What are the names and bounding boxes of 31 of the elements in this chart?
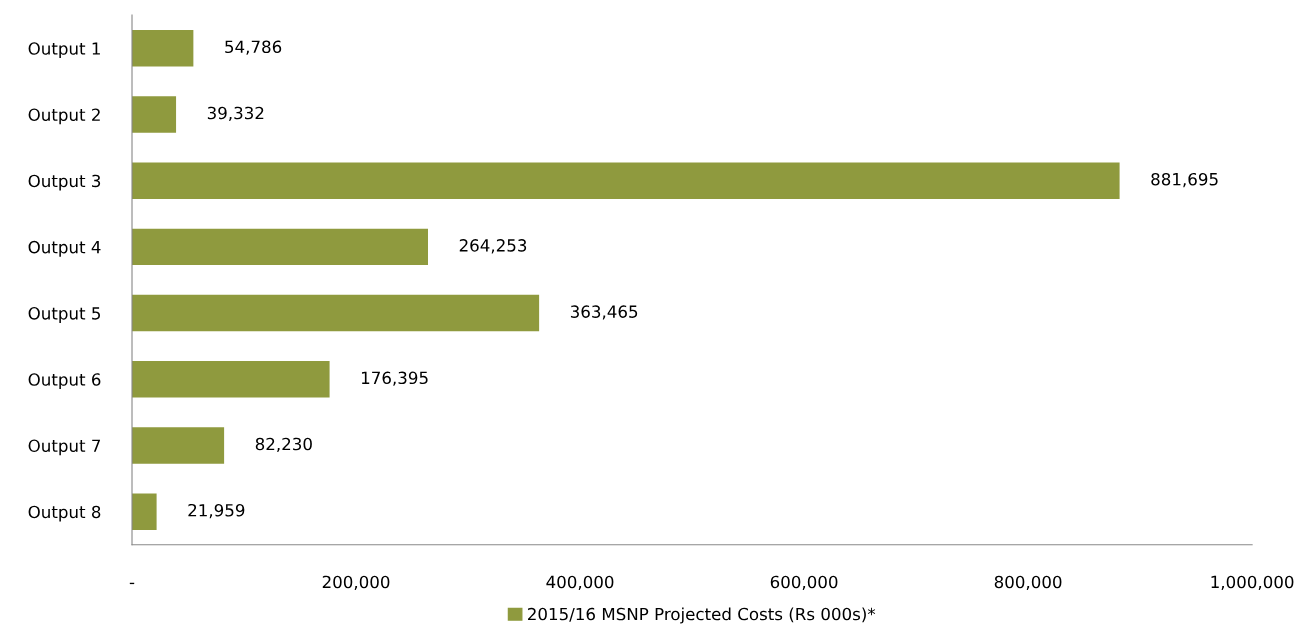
bar xyxy=(132,361,330,398)
bar xyxy=(132,162,1120,199)
bar xyxy=(132,493,157,530)
bar xyxy=(132,294,540,332)
x-tick-label: 200,000 xyxy=(322,575,390,590)
y-tick-label: Output 2 xyxy=(28,108,100,125)
bar xyxy=(132,228,428,266)
bar xyxy=(132,427,225,464)
x-tick-label: - xyxy=(129,582,135,585)
x-tick-label: 1,000,000 xyxy=(1211,575,1294,590)
data-label: 54,786 xyxy=(225,40,282,55)
y-tick-label: Output 7 xyxy=(28,439,101,456)
y-tick-label: Output 1 xyxy=(28,42,100,59)
data-label: 82,230 xyxy=(255,437,312,453)
y-tick-label: Output 3 xyxy=(28,174,101,191)
data-label: 363,465 xyxy=(570,305,638,320)
y-tick-label: Output 4 xyxy=(28,240,101,257)
x-tick-label: 400,000 xyxy=(546,575,614,590)
x-tick-label: 800,000 xyxy=(994,575,1062,590)
y-tick-label: Output 8 xyxy=(28,505,101,522)
data-label: 881,695 xyxy=(1151,172,1218,188)
data-label: 264,253 xyxy=(459,239,527,254)
y-tick-label: Output 5 xyxy=(28,307,100,323)
data-label: 176,395 xyxy=(361,371,428,386)
x-tick-label: 600,000 xyxy=(770,575,838,590)
data-label: 21,959 xyxy=(188,503,245,519)
legend-label: 2015/16 MSNP Projected Costs (Rs 000s)* xyxy=(528,607,876,624)
y-tick-label: Output 6 xyxy=(28,373,101,390)
data-label: 39,332 xyxy=(207,106,264,122)
bar xyxy=(132,96,177,133)
bar xyxy=(132,30,194,67)
